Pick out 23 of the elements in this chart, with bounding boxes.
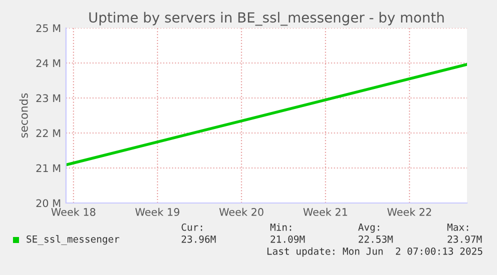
y-tick-label: 20 M — [36, 199, 60, 208]
legend-label: SE_ssl_messenger — [26, 235, 120, 245]
y-tick-label: 23 M — [36, 94, 60, 102]
text: Cur: — [182, 223, 202, 231]
x-tick-label: Week 22 — [387, 208, 432, 216]
text: Max: — [447, 224, 468, 231]
x-tick-label: Week 19 — [135, 208, 180, 216]
text: 23.97M — [448, 235, 482, 243]
text: Avg: — [358, 224, 380, 233]
x-tick-label: Week 21 — [303, 208, 348, 216]
y-tick-label: 24 M — [36, 59, 60, 67]
y-tick-label: 25 M — [36, 24, 60, 32]
text: 22.53M — [358, 235, 393, 243]
x-tick-label: Week 20 — [219, 208, 264, 216]
x-tick-label: Week 18 — [51, 208, 96, 216]
y-tick-label: 21 M — [36, 164, 60, 172]
text: 23.96M — [182, 235, 216, 243]
y-axis-title: seconds — [19, 93, 28, 138]
y-tick-label: 22 M — [36, 129, 60, 137]
text: 21.09M — [270, 235, 305, 243]
text: Last update: Mon Jun 2 07:00:13 2025 — [267, 247, 482, 257]
chart-title: Uptime by servers in BE_ssl_messenger - by month — [89, 12, 444, 26]
text: Min: — [270, 223, 292, 231]
